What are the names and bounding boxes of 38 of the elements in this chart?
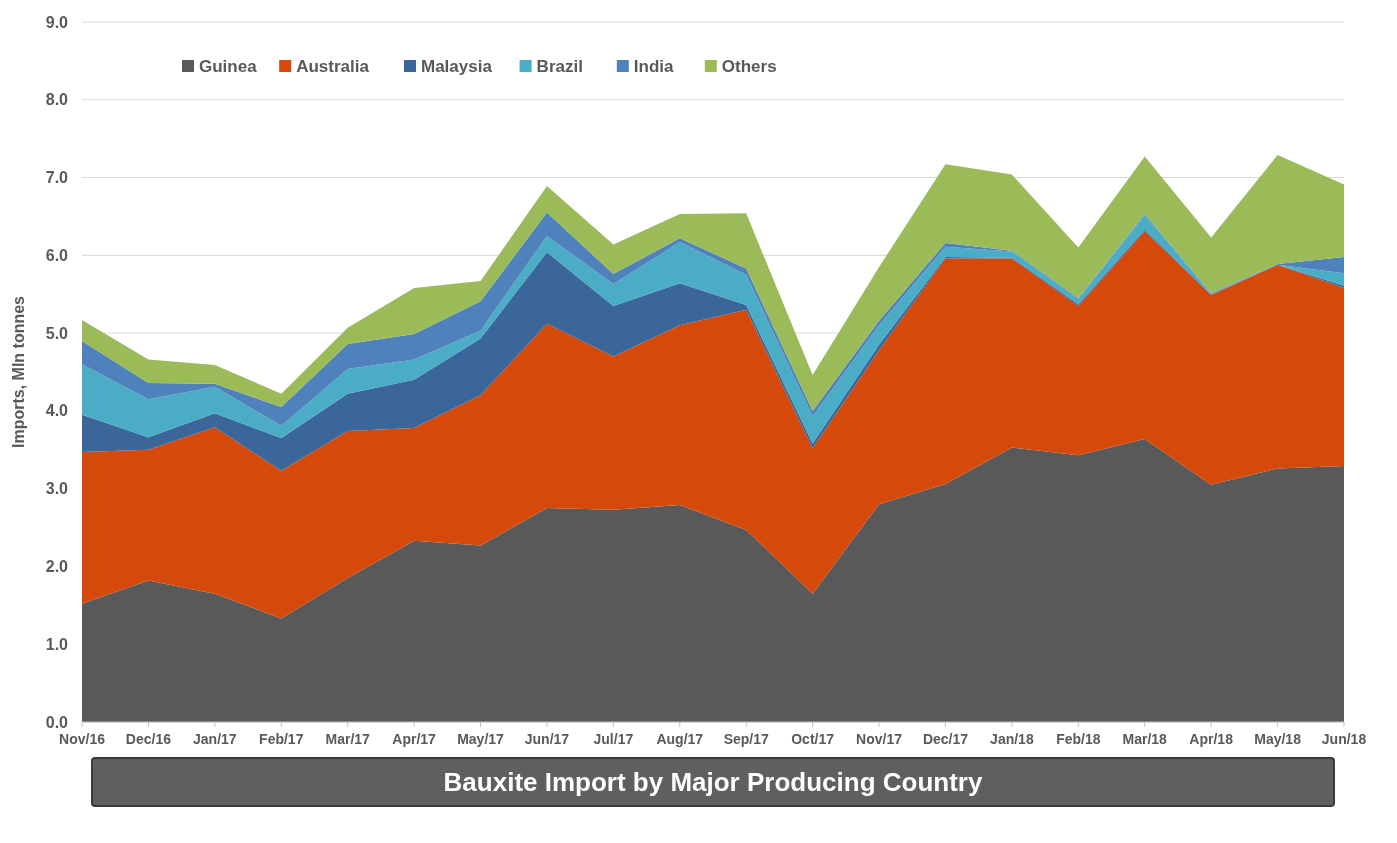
x-tick-label: Oct/17	[791, 731, 835, 747]
y-tick-label: 4.0	[45, 402, 69, 420]
x-tick-label: Jun/17	[524, 731, 570, 747]
y-tick-label: 6.0	[45, 246, 69, 264]
y-tick-label: 7.0	[45, 169, 69, 187]
x-tick-label: Feb/18	[1056, 731, 1101, 747]
x-tick-label: Apr/18	[1189, 731, 1234, 747]
x-tick-label: May/17	[457, 731, 505, 747]
legend-label: India	[633, 56, 675, 76]
y-tick-label: 1.0	[45, 635, 69, 653]
y-tick-label: 8.0	[45, 91, 69, 109]
legend-label: Others	[721, 56, 777, 76]
x-tick-label: Mar/18	[1122, 731, 1168, 747]
x-tick-label: Jan/18	[990, 731, 1034, 747]
y-tick-label: 0.0	[45, 713, 69, 731]
y-tick-label: 2.0	[45, 558, 69, 576]
x-tick-label: Jan/17	[193, 731, 237, 747]
x-tick-label: Apr/17	[392, 731, 437, 747]
legend-label: Brazil	[536, 56, 583, 76]
legend-label: Guinea	[199, 56, 258, 76]
x-tick-label: Dec/17	[922, 731, 969, 747]
x-tick-label: May/18	[1254, 731, 1302, 747]
y-tick-label: 5.0	[45, 324, 69, 342]
y-tick-label: 9.0	[45, 13, 69, 31]
x-tick-label: Nov/17	[856, 731, 903, 747]
text: Bauxite Import by Major Producing Country	[443, 767, 983, 798]
legend-label: Australia	[296, 56, 370, 76]
y-axis-title: Imports, Mln tonnes	[10, 295, 27, 448]
x-tick-label: Jun/18	[1321, 731, 1367, 747]
x-tick-label: Sep/17	[723, 731, 769, 747]
x-tick-label: Mar/17	[325, 731, 371, 747]
x-tick-label: Nov/16	[59, 731, 106, 747]
x-tick-label: Aug/17	[656, 731, 704, 747]
y-tick-label: 3.0	[45, 480, 69, 498]
legend-label: Malaysia	[421, 56, 493, 76]
x-tick-label: Feb/17	[259, 731, 304, 747]
x-tick-label: Dec/16	[125, 731, 172, 747]
x-tick-label: Jul/17	[593, 731, 634, 747]
